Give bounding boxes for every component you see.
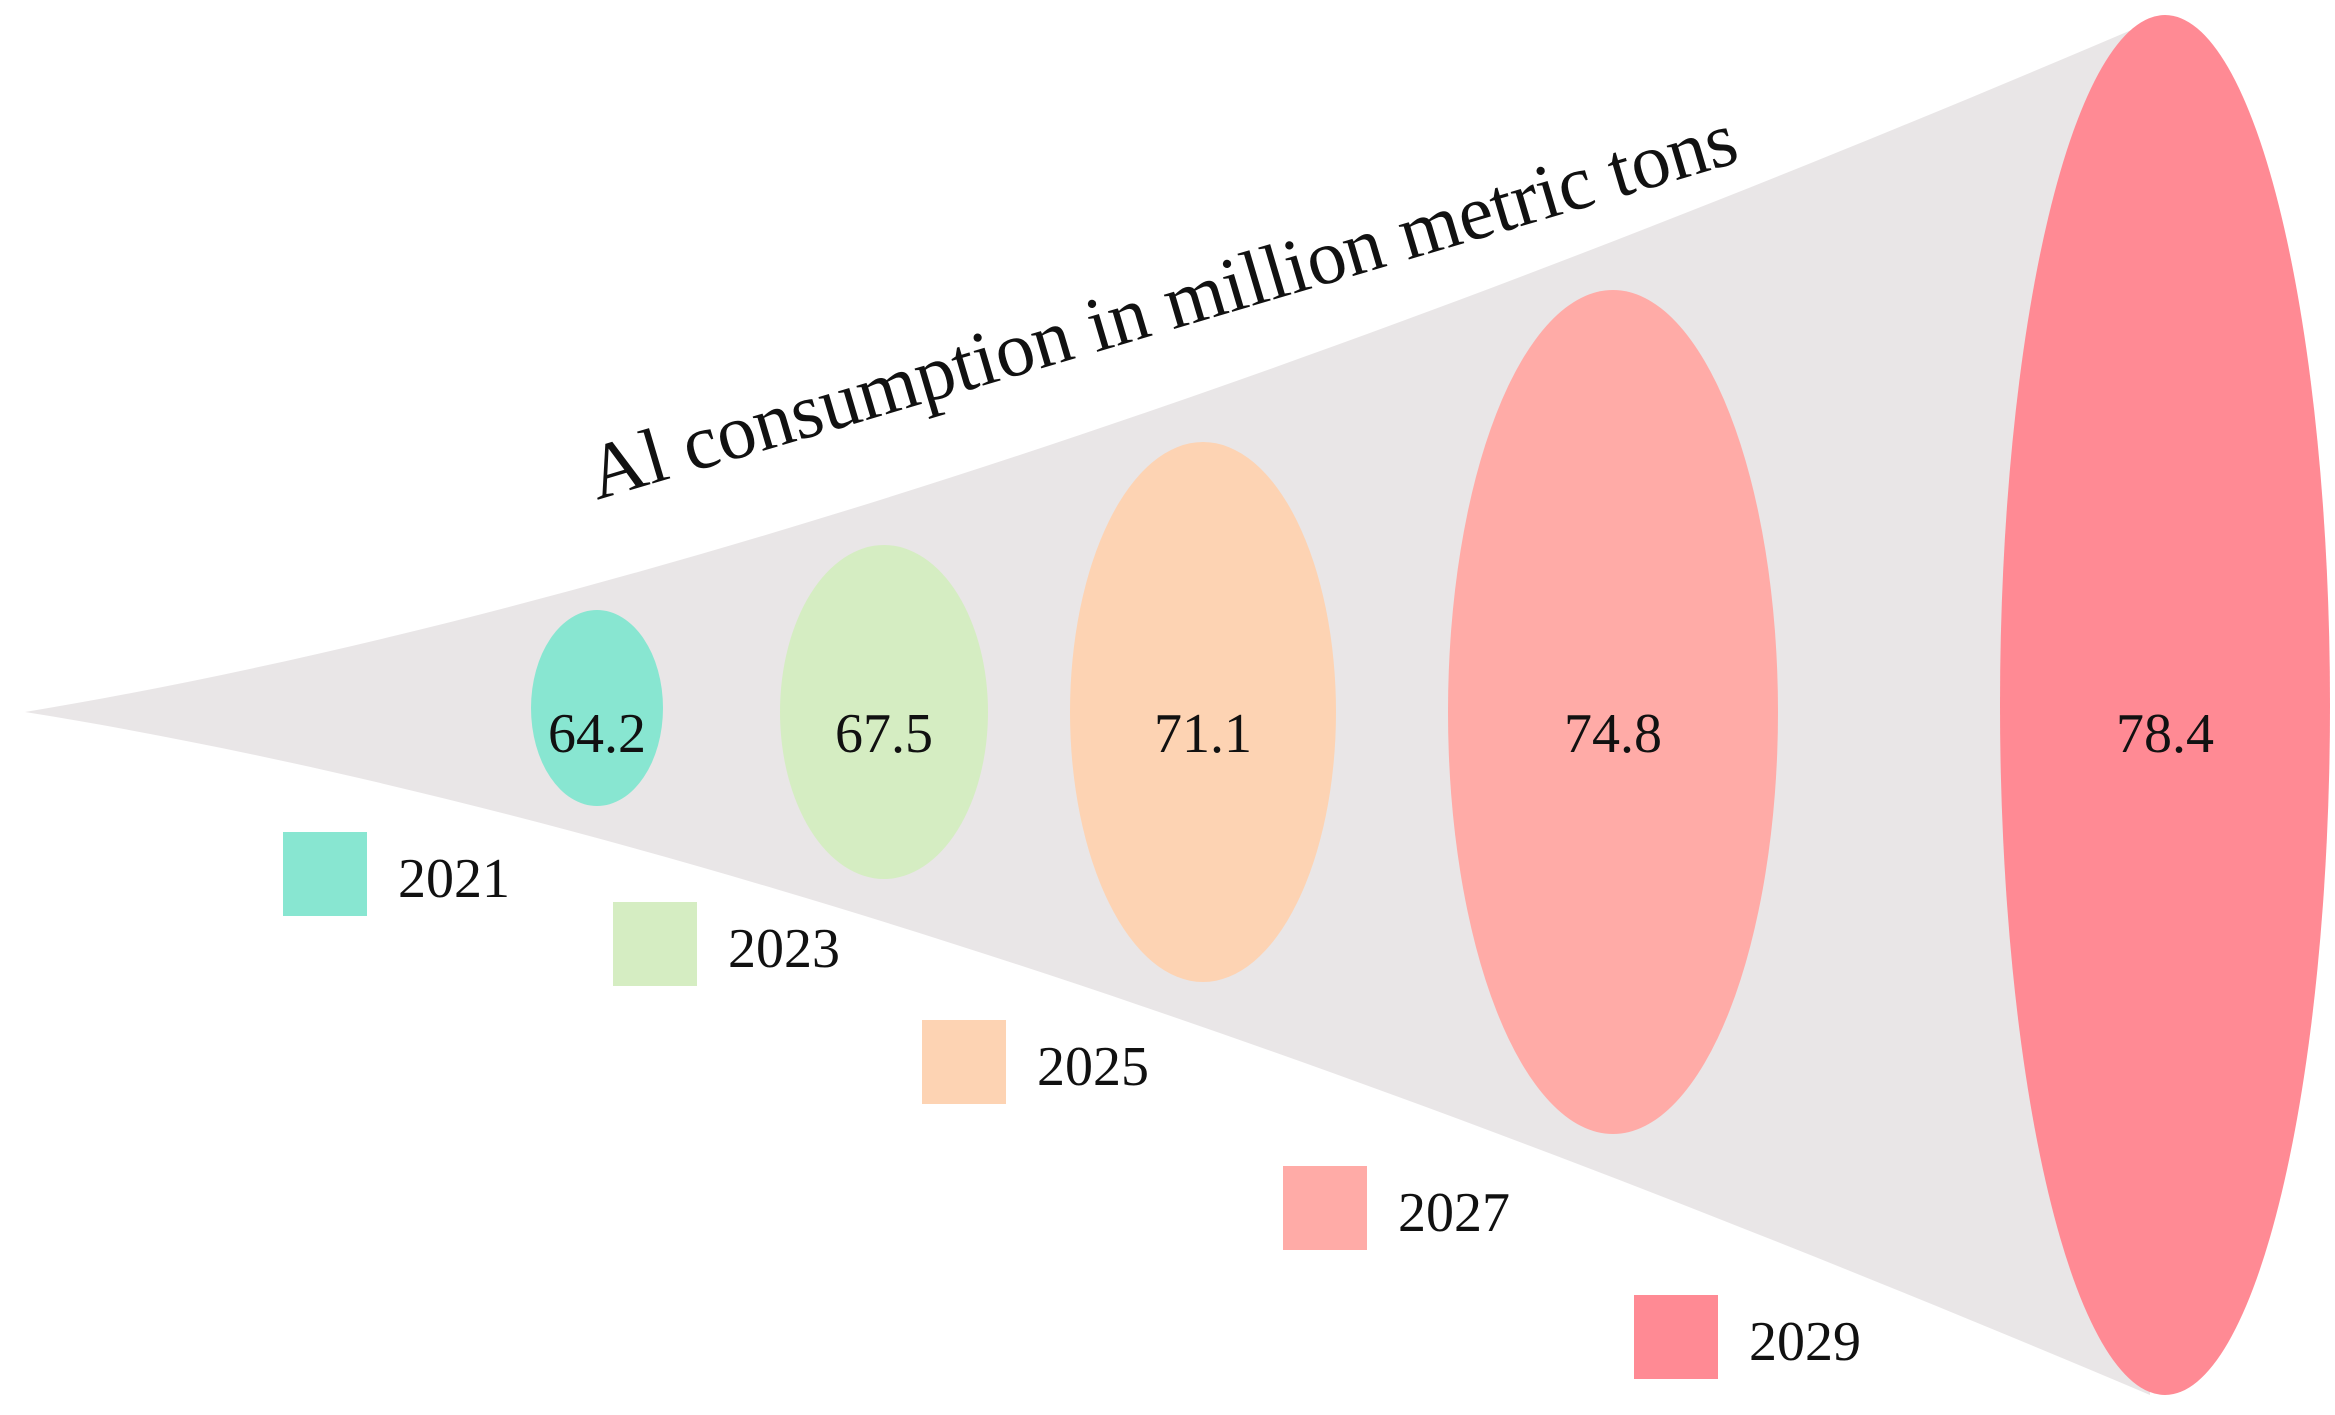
bubbles-group: 64.2 67.5 71.1 74.8 78.4 — [531, 15, 2330, 1395]
legend: 2021 2023 2025 2027 2029 — [283, 832, 1861, 1379]
bubble-2023 — [780, 545, 988, 879]
value-label-2027: 74.8 — [1564, 703, 1662, 765]
value-label-2021: 64.2 — [548, 703, 646, 765]
legend-label-2021: 2021 — [398, 848, 510, 910]
bubble-2025 — [1070, 442, 1336, 982]
legend-label-2027: 2027 — [1398, 1182, 1510, 1244]
bubble-2021 — [531, 610, 663, 806]
value-label-2029: 78.4 — [2116, 703, 2214, 765]
legend-swatch-2023 — [613, 902, 697, 986]
legend-swatch-2027 — [1283, 1166, 1367, 1250]
legend-label-2029: 2029 — [1749, 1311, 1861, 1373]
bubble-2029 — [2000, 15, 2330, 1395]
legend-label-2025: 2025 — [1037, 1036, 1149, 1098]
value-label-2025: 71.1 — [1154, 703, 1252, 765]
legend-swatch-2025 — [922, 1020, 1006, 1104]
legend-label-2023: 2023 — [728, 918, 840, 980]
value-label-2023: 67.5 — [835, 703, 933, 765]
legend-swatch-2021 — [283, 832, 367, 916]
bubble-2027 — [1448, 290, 1778, 1134]
legend-swatch-2029 — [1634, 1295, 1718, 1379]
